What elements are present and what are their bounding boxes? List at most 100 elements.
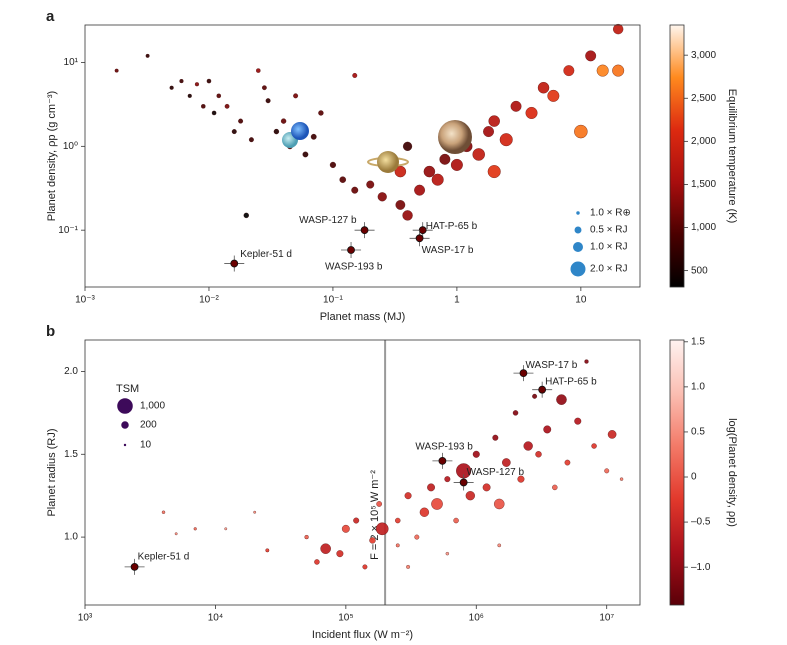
size-legend-marker	[121, 421, 129, 429]
y-tick-label: 1.5	[64, 449, 78, 460]
planet-point	[161, 510, 166, 514]
planet-point	[532, 393, 538, 399]
planet-point	[395, 517, 401, 524]
colorbar-tick-label: 1.0	[691, 382, 705, 393]
planet-point	[612, 64, 625, 77]
planet-point	[231, 129, 237, 135]
planet-point	[395, 200, 406, 210]
size-legend-label: 1.0 × R⊕	[590, 208, 631, 219]
planet-label: WASP-17 b	[525, 360, 577, 371]
planet-point	[179, 79, 184, 84]
planet-point	[585, 50, 597, 62]
planet-point	[169, 85, 174, 90]
colorbar-tick-label: 1,500	[691, 179, 716, 190]
planet-point	[402, 210, 413, 221]
size-legend-marker	[573, 242, 583, 252]
planet-label: Kepler-51 d	[240, 249, 292, 260]
colorbar-title: Equilibrium temperature (K)	[726, 89, 738, 224]
planet-point	[238, 118, 244, 124]
planet-point	[366, 180, 375, 189]
planet-point	[591, 443, 597, 449]
planet-point	[224, 103, 230, 109]
panel-label: a	[46, 8, 55, 25]
planet-point	[114, 68, 119, 73]
x-tick-label: 10	[575, 295, 587, 306]
planet-point	[253, 510, 257, 514]
planet-point	[243, 212, 249, 219]
size-legend-marker	[574, 226, 582, 234]
planet-point	[224, 527, 228, 531]
size-legend-label: 1,000	[140, 401, 165, 412]
y-tick-label: 10⁻¹	[58, 225, 78, 236]
planet-point	[339, 176, 346, 183]
solar-system-planets	[282, 120, 472, 173]
annotated-planet	[130, 563, 139, 571]
planet-point	[465, 491, 475, 501]
size-legend-label: 200	[140, 420, 157, 431]
x-tick-label: 10⁷	[599, 613, 614, 624]
panel-label: b	[46, 323, 55, 340]
planet-point	[369, 537, 376, 544]
colorbar	[669, 24, 685, 288]
planet-point	[613, 23, 624, 35]
planet-point	[211, 110, 217, 116]
y-tick-label: 2.0	[64, 366, 78, 377]
annotated-planet	[415, 234, 424, 243]
planet-point	[431, 173, 444, 186]
planet-point	[510, 100, 522, 112]
planet-point	[574, 124, 588, 139]
annotated-planet	[418, 226, 427, 235]
y-axis-title: Planet radius (RJ)	[46, 428, 58, 516]
planet-point	[502, 458, 511, 467]
planet-point	[431, 498, 443, 510]
planet-point	[314, 559, 320, 565]
x-tick-label: 10⁵	[338, 613, 353, 624]
planet-point	[216, 93, 221, 99]
size-legend-title: TSM	[116, 383, 139, 395]
planet-point	[444, 476, 451, 483]
planet-label: HAT-P-65 b	[545, 376, 597, 387]
planet-point	[472, 450, 480, 458]
planet-label: HAT-P-65 b	[426, 221, 478, 232]
planet-point	[483, 126, 494, 137]
planet-point	[336, 550, 344, 558]
colorbar-title: log(Planet density, ρp)	[726, 418, 738, 527]
planet-point	[273, 128, 280, 135]
planet-label: Kepler-51 d	[138, 552, 190, 563]
colorbar-tick-label: –0.5	[691, 517, 711, 528]
planet-label: WASP-17 b	[422, 245, 474, 256]
planet-label: WASP-127 b	[299, 215, 357, 226]
x-tick-label: 10⁻²	[199, 295, 219, 306]
size-legend-label: 0.5 × RJ	[590, 225, 628, 236]
planet-point	[310, 133, 317, 140]
colorbar-tick-label: 1,000	[691, 222, 716, 233]
annotated-planet	[347, 246, 355, 254]
colorbar-tick-label: –1.0	[691, 562, 711, 573]
planet-point	[493, 498, 505, 510]
x-axis-title: Incident flux (W m⁻²)	[312, 629, 413, 641]
planet-point	[574, 417, 582, 425]
planet-point	[362, 564, 368, 570]
planet-point	[377, 192, 387, 202]
planet-point	[256, 68, 261, 73]
planet-point	[445, 551, 450, 556]
planet-point	[414, 534, 420, 540]
planet-point	[453, 517, 459, 524]
planet-point	[375, 522, 389, 536]
planet-point	[564, 459, 571, 466]
x-tick-label: 10⁻³	[75, 295, 95, 306]
planet-point	[201, 104, 206, 109]
planet-point	[512, 410, 519, 416]
planet-point	[472, 148, 485, 161]
panel-a: a 10⁻³ 10⁻² 10⁻¹ 1 10 10⁻¹ 10⁰ 10¹ Planet mass (M…	[46, 8, 738, 323]
planet-point	[423, 165, 436, 178]
planet-point	[439, 153, 451, 165]
planet-point	[552, 484, 558, 491]
planet-point	[584, 359, 589, 364]
x-tick-label: 1	[454, 295, 460, 306]
x-tick-label: 10³	[78, 613, 93, 624]
planet-point	[265, 98, 271, 104]
planet-point	[535, 451, 542, 458]
planet-point	[402, 141, 413, 151]
